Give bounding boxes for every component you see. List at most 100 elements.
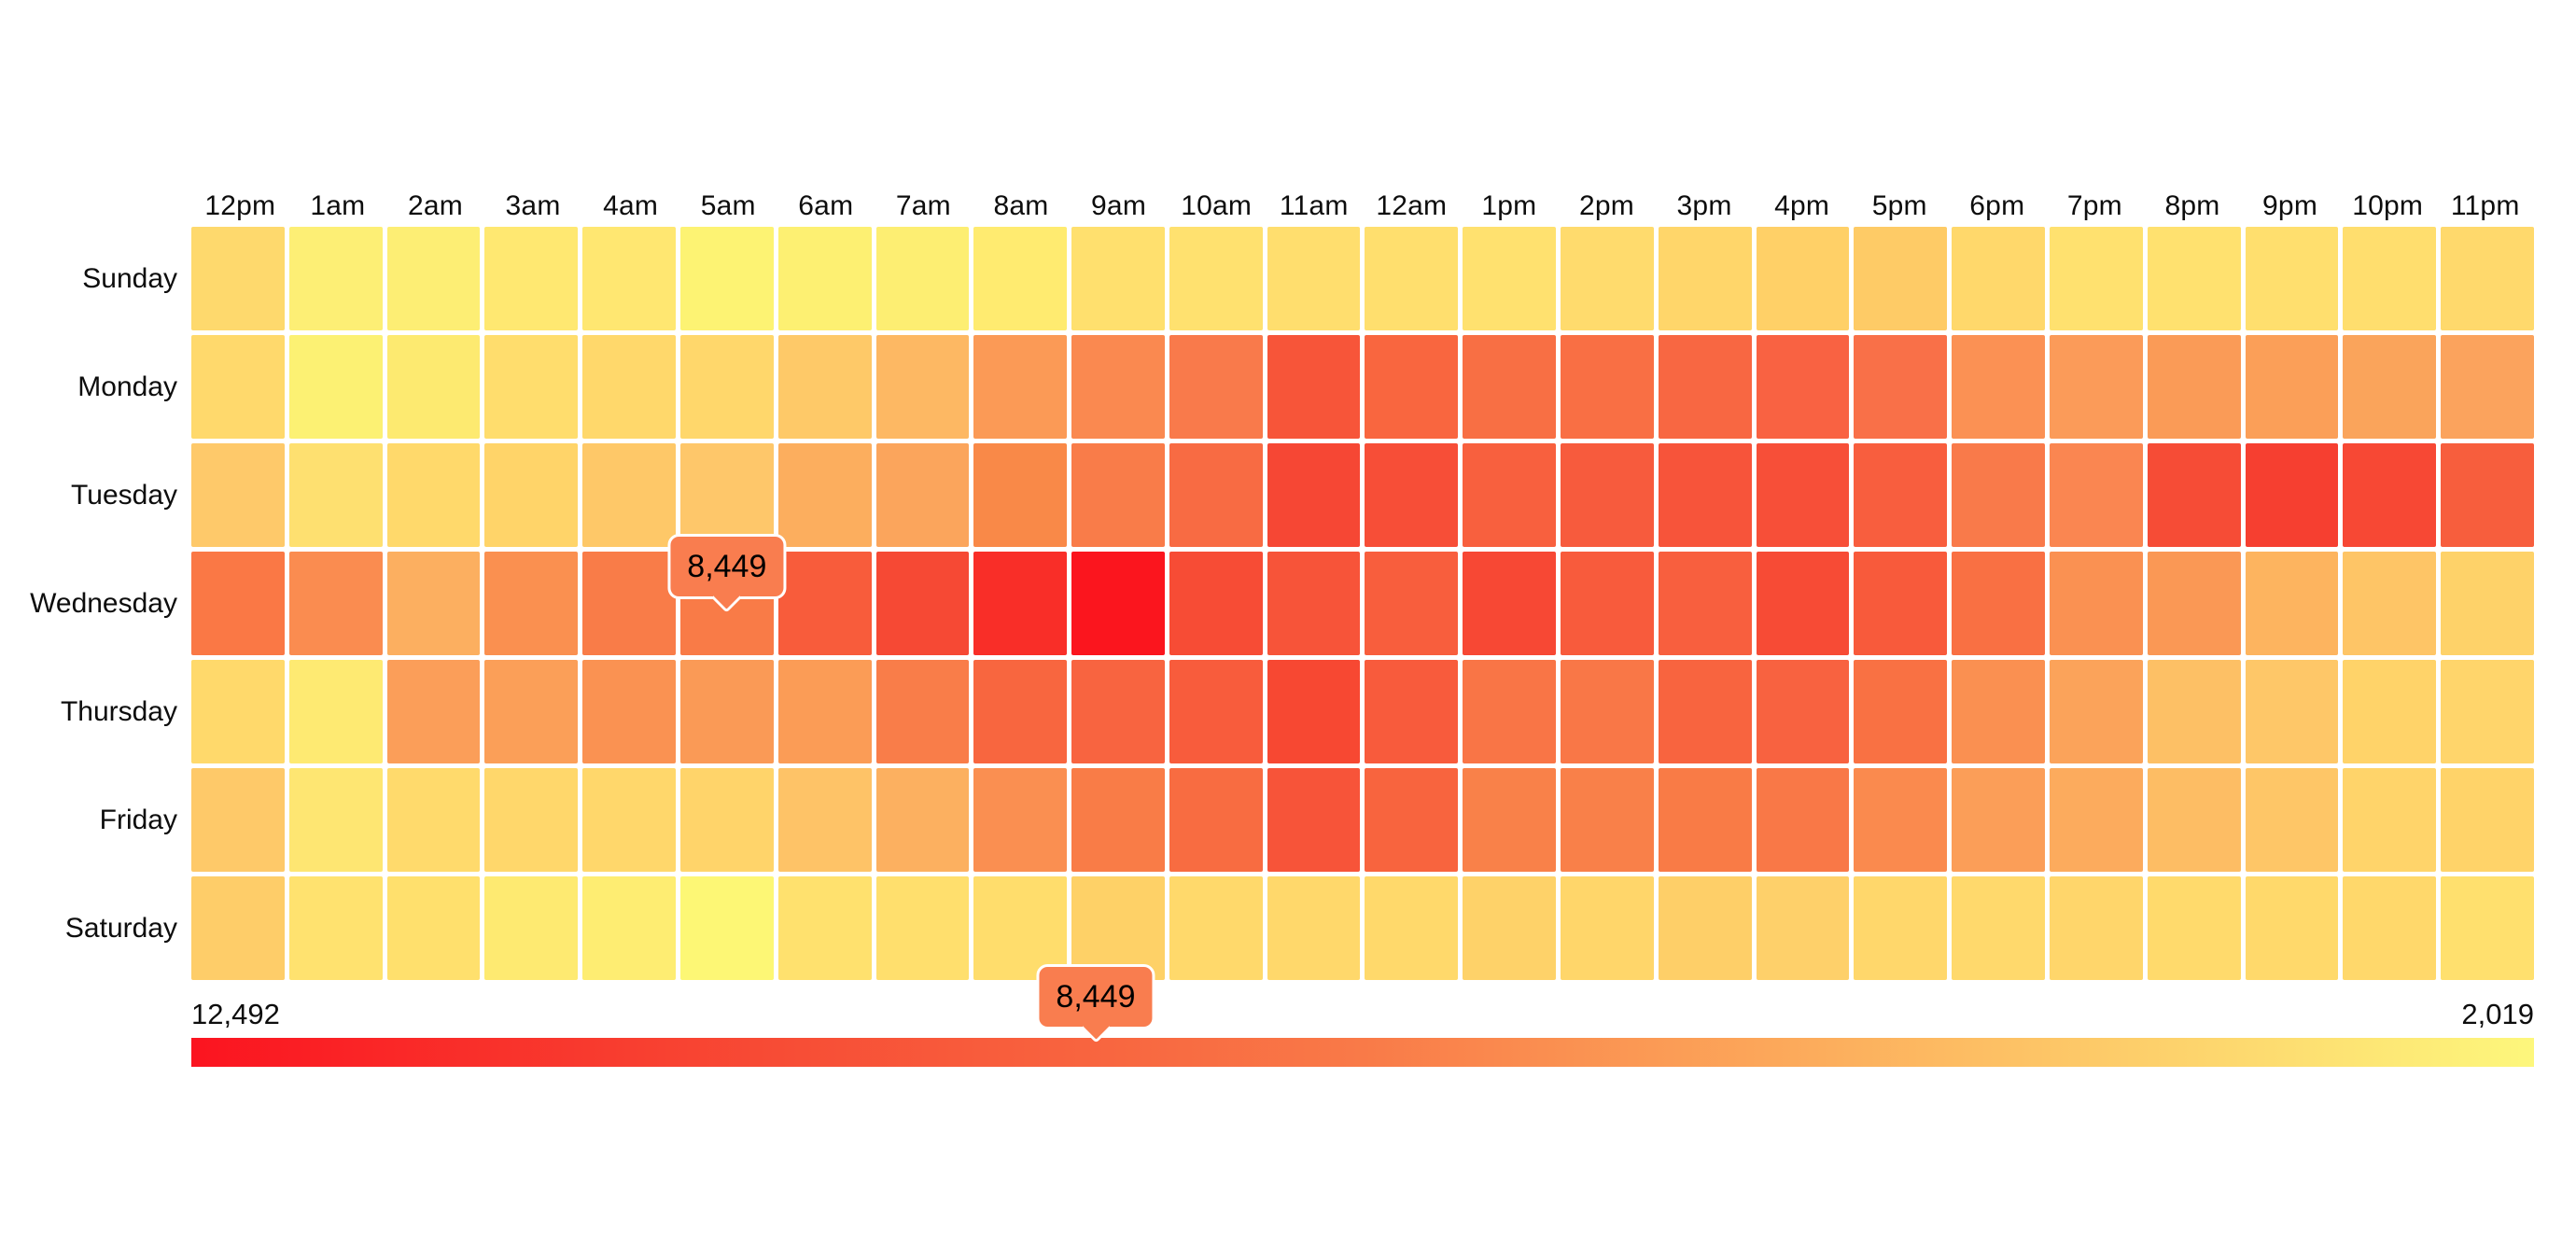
heatmap-cell[interactable] (973, 876, 1068, 980)
heatmap-cell[interactable] (386, 227, 481, 330)
heatmap-cell[interactable] (2441, 443, 2534, 547)
heatmap-cell[interactable] (1854, 227, 1948, 330)
heatmap-cell[interactable] (1071, 660, 1165, 763)
heatmap-cell[interactable] (1169, 335, 1263, 439)
heatmap-cell[interactable] (679, 335, 774, 439)
heatmap-cell[interactable] (1267, 660, 1361, 763)
heatmap-cell[interactable] (1561, 227, 1654, 330)
heatmap-cell[interactable] (2343, 660, 2437, 763)
heatmap-cell[interactable] (2441, 552, 2534, 655)
heatmap-cell[interactable] (777, 876, 872, 980)
heatmap-cell[interactable] (1756, 876, 1850, 980)
heatmap-cell[interactable] (1756, 768, 1850, 872)
heatmap-cell[interactable] (2245, 876, 2339, 980)
heatmap-cell[interactable] (973, 227, 1068, 330)
heatmap-cell[interactable] (288, 768, 383, 872)
heatmap-cell[interactable] (777, 660, 872, 763)
heatmap-cell[interactable] (1952, 552, 2046, 655)
heatmap-cell[interactable] (2147, 335, 2241, 439)
heatmap-cell[interactable] (1267, 552, 1361, 655)
heatmap-cell[interactable] (2050, 443, 2143, 547)
heatmap-cell[interactable] (1561, 552, 1654, 655)
heatmap-cell[interactable] (2441, 876, 2534, 980)
heatmap-cell[interactable] (1267, 768, 1361, 872)
heatmap-cell[interactable] (973, 768, 1068, 872)
heatmap-cell[interactable] (191, 768, 285, 872)
heatmap-cell[interactable] (288, 552, 383, 655)
heatmap-cell[interactable] (1463, 876, 1557, 980)
heatmap-cell[interactable] (1267, 443, 1361, 547)
heatmap-cell[interactable] (288, 876, 383, 980)
heatmap-cell[interactable] (191, 552, 285, 655)
heatmap-cell[interactable] (1365, 768, 1459, 872)
heatmap-cell[interactable] (2050, 660, 2143, 763)
heatmap-cell[interactable] (582, 552, 676, 655)
heatmap-cell[interactable] (679, 768, 774, 872)
heatmap-cell[interactable] (1952, 876, 2046, 980)
heatmap-cell[interactable] (2050, 335, 2143, 439)
heatmap-cell[interactable] (484, 227, 579, 330)
heatmap-cell[interactable] (1854, 443, 1948, 547)
heatmap-cell[interactable] (386, 768, 481, 872)
heatmap-cell[interactable] (1463, 335, 1557, 439)
heatmap-cell[interactable] (2245, 335, 2339, 439)
heatmap-cell[interactable] (1658, 443, 1752, 547)
heatmap-cell[interactable] (679, 660, 774, 763)
heatmap-cell[interactable] (1658, 876, 1752, 980)
heatmap-cell[interactable] (1365, 227, 1459, 330)
heatmap-cell[interactable] (777, 227, 872, 330)
heatmap-cell[interactable] (1463, 443, 1557, 547)
heatmap-cell[interactable] (2343, 443, 2437, 547)
heatmap-cell[interactable] (2245, 552, 2339, 655)
heatmap-cell[interactable] (1756, 660, 1850, 763)
heatmap-cell[interactable] (386, 443, 481, 547)
heatmap-cell[interactable] (2441, 660, 2534, 763)
heatmap-cell[interactable] (2147, 660, 2241, 763)
heatmap-cell[interactable] (1561, 660, 1654, 763)
heatmap-cell[interactable] (1658, 768, 1752, 872)
heatmap-cell[interactable] (973, 335, 1068, 439)
heatmap-cell[interactable] (1658, 227, 1752, 330)
heatmap-cell[interactable] (1071, 768, 1165, 872)
heatmap-cell[interactable] (2343, 768, 2437, 872)
heatmap-cell[interactable] (2441, 335, 2534, 439)
heatmap-cell[interactable] (191, 660, 285, 763)
heatmap-cell[interactable] (875, 768, 970, 872)
heatmap-cell[interactable] (2343, 876, 2437, 980)
heatmap-cell[interactable] (1952, 227, 2046, 330)
heatmap-cell[interactable] (2147, 443, 2241, 547)
heatmap-cell[interactable] (1756, 227, 1850, 330)
heatmap-cell[interactable] (1463, 552, 1557, 655)
heatmap-cell[interactable] (288, 443, 383, 547)
heatmap-cell[interactable] (777, 335, 872, 439)
heatmap-cell[interactable] (2147, 768, 2241, 872)
heatmap-cell[interactable] (2147, 552, 2241, 655)
heatmap-cell[interactable] (1365, 876, 1459, 980)
heatmap-cell[interactable] (1071, 227, 1165, 330)
heatmap-cell[interactable] (1854, 768, 1948, 872)
heatmap-cell[interactable] (2343, 335, 2437, 439)
heatmap-cell[interactable] (2050, 876, 2143, 980)
heatmap-cell[interactable] (1658, 552, 1752, 655)
heatmap-cell[interactable] (1463, 660, 1557, 763)
heatmap-cell[interactable] (2441, 227, 2534, 330)
heatmap-cell[interactable] (1561, 335, 1654, 439)
legend-gradient-bar[interactable] (191, 1038, 2534, 1067)
heatmap-cell[interactable] (1463, 768, 1557, 872)
heatmap-cell[interactable] (1952, 768, 2046, 872)
heatmap-cell[interactable] (191, 443, 285, 547)
heatmap-cell[interactable] (1463, 227, 1557, 330)
heatmap-cell[interactable] (582, 876, 676, 980)
heatmap-cell[interactable] (2245, 768, 2339, 872)
heatmap-cell[interactable] (386, 876, 481, 980)
heatmap-cell[interactable] (484, 552, 579, 655)
heatmap-cell[interactable] (1267, 335, 1361, 439)
heatmap-cell[interactable] (1854, 552, 1948, 655)
heatmap-cell[interactable] (1169, 552, 1263, 655)
heatmap-cell[interactable] (582, 227, 676, 330)
heatmap-cell[interactable] (2147, 876, 2241, 980)
heatmap-cell[interactable] (1756, 443, 1850, 547)
heatmap-cell[interactable] (484, 443, 579, 547)
heatmap-cell[interactable] (679, 227, 774, 330)
heatmap-cell[interactable] (1561, 876, 1654, 980)
